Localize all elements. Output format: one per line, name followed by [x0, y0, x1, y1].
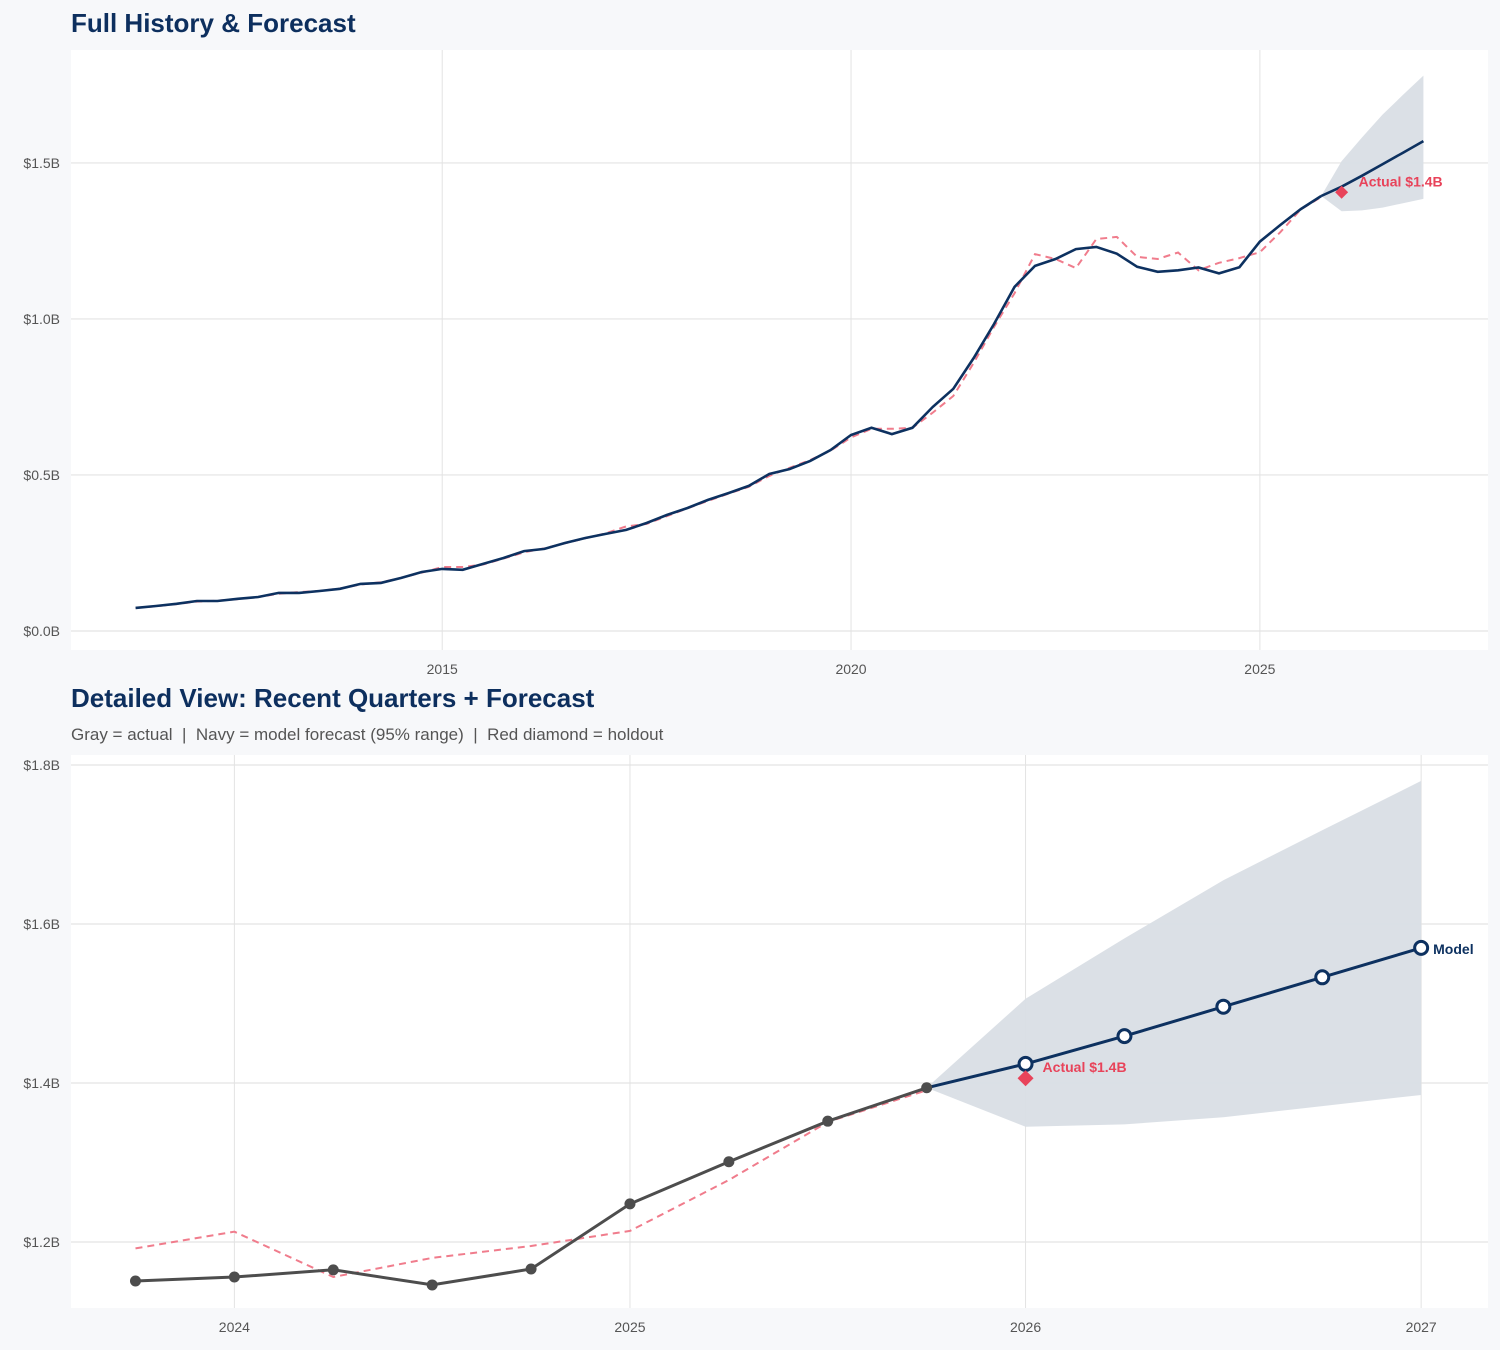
x-tick-label: 2025 — [1244, 661, 1275, 677]
fitted-line — [135, 1089, 928, 1279]
actual-point — [624, 1198, 636, 1210]
y-tick-label: $0.5B — [23, 467, 60, 483]
x-tick-label: 2026 — [1010, 1319, 1041, 1335]
actual-line — [135, 194, 1322, 610]
holdout-diamond — [1335, 185, 1349, 199]
y-tick-label: $1.4B — [23, 1075, 60, 1091]
actual-point — [228, 1271, 240, 1283]
actual-point — [723, 1156, 735, 1168]
x-tick-label: 2015 — [427, 661, 458, 677]
x-tick-label: 2020 — [835, 661, 866, 677]
detail-chart-title: Detailed View: Recent Quarters + Forecas… — [71, 683, 595, 713]
actual-point — [822, 1115, 834, 1127]
model-label: Model — [1433, 941, 1473, 957]
y-tick-label: $1.8B — [23, 757, 60, 773]
forecast-point — [1116, 1028, 1133, 1045]
detail-chart: 2024 2025 2026 2027 $1.2B $1.4B $1.6B $1.8B Actu… — [23, 755, 1488, 1335]
holdout-annotation: Actual $1.4B — [1359, 173, 1443, 189]
actual-point — [426, 1279, 438, 1291]
actual-point — [921, 1082, 933, 1094]
forecast-line — [1320, 139, 1425, 198]
holdout-annotation: Actual $1.4B — [1043, 1059, 1127, 1075]
forecast-line — [926, 946, 1422, 1090]
forecast-point — [1017, 1055, 1034, 1072]
y-tick-label: $0.0B — [23, 623, 60, 639]
forecast-point — [1413, 939, 1430, 956]
forecast-point — [1314, 969, 1331, 986]
y-tick-label: $1.6B — [23, 916, 60, 932]
top-plot-area — [71, 50, 1488, 650]
forecast-95-band — [1321, 75, 1424, 212]
y-tick-label: $1.2B — [23, 1234, 60, 1250]
actual-point — [129, 1275, 141, 1287]
top-chart-title: Full History & Forecast — [71, 8, 356, 38]
x-tick-label: 2024 — [219, 1319, 250, 1335]
actual-point — [525, 1263, 537, 1275]
actual-point — [327, 1264, 339, 1276]
x-tick-label: 2025 — [614, 1319, 645, 1335]
forecast-point — [1215, 998, 1232, 1015]
forecast-95-band — [926, 780, 1422, 1127]
holdout-diamond — [1017, 1070, 1034, 1087]
top-chart: 2015 2020 2025 $0.0B $0.5B $1.0B $1.5B Actual $… — [23, 50, 1488, 677]
x-tick-label: 2027 — [1406, 1319, 1437, 1335]
y-tick-label: $1.5B — [23, 155, 60, 171]
y-tick-label: $1.0B — [23, 311, 60, 327]
detail-chart-subtitle: Gray = actual | Navy = model forecast (9… — [71, 725, 664, 744]
